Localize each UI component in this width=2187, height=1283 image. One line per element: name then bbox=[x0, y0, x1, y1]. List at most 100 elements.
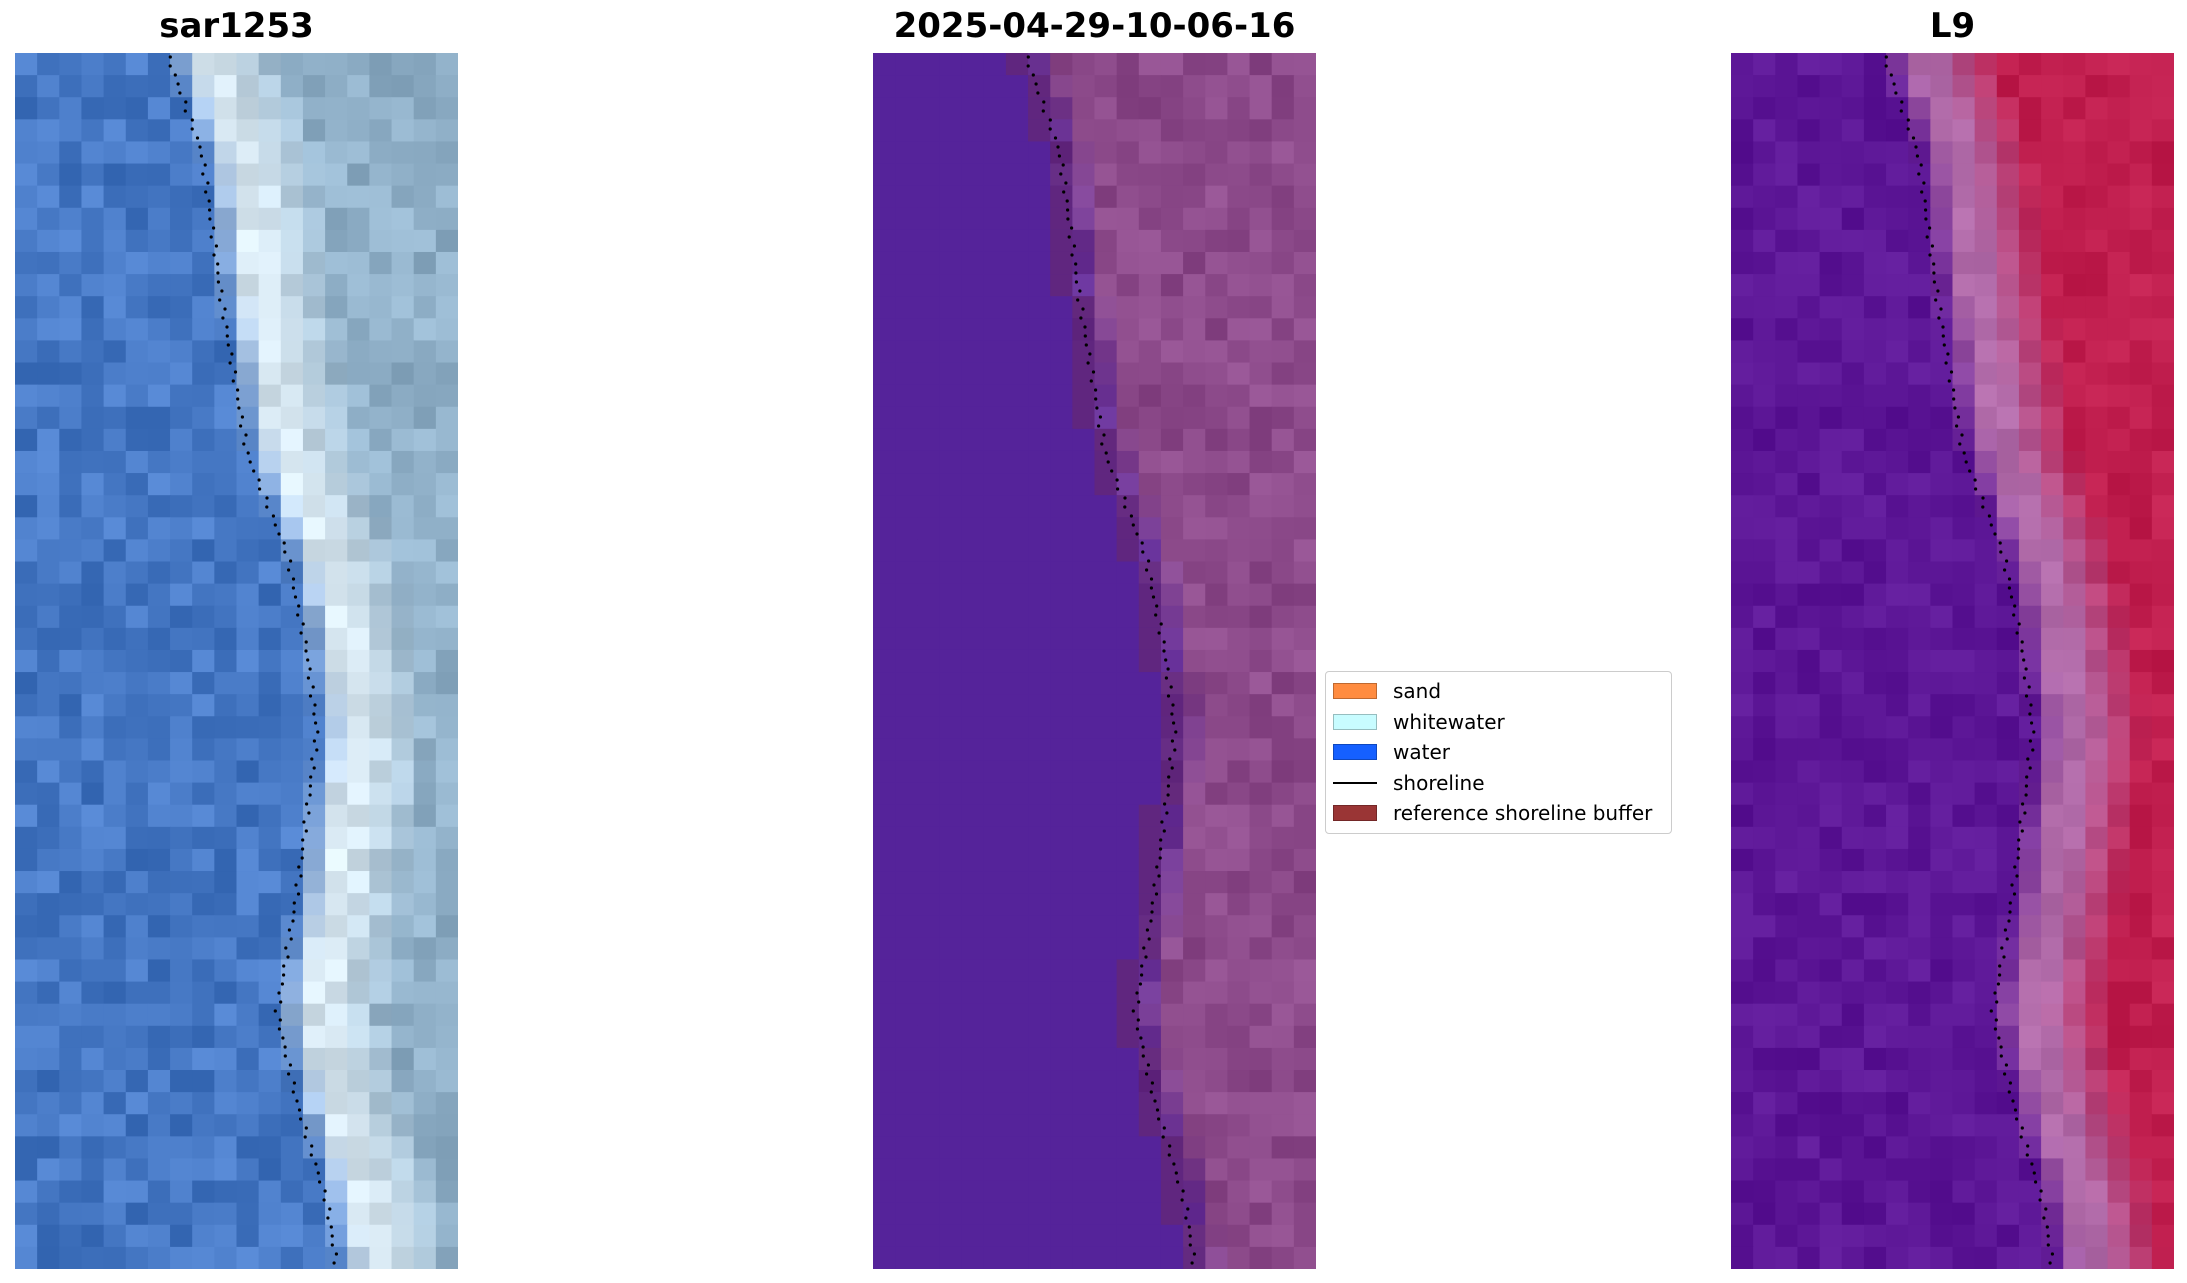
image-pixel bbox=[170, 251, 193, 275]
image-pixel bbox=[961, 1246, 985, 1269]
image-pixel bbox=[1819, 871, 1843, 894]
image-pixel bbox=[1775, 959, 1799, 983]
image-pixel bbox=[1863, 1070, 1887, 1093]
shoreline-point bbox=[308, 784, 312, 788]
image-pixel bbox=[2085, 75, 2109, 98]
image-pixel bbox=[1841, 826, 1865, 850]
image-pixel bbox=[192, 473, 215, 496]
image-pixel bbox=[59, 1224, 83, 1248]
image-pixel bbox=[2063, 848, 2086, 872]
image-pixel bbox=[302, 848, 326, 872]
image-pixel bbox=[1819, 738, 1843, 762]
image-pixel bbox=[2063, 251, 2086, 275]
image-pixel bbox=[961, 716, 985, 739]
image-pixel bbox=[1271, 893, 1295, 916]
image-pixel bbox=[1775, 318, 1799, 342]
shoreline-point bbox=[1129, 514, 1133, 518]
image-pixel bbox=[873, 760, 896, 784]
shoreline-point bbox=[1946, 352, 1950, 356]
image-pixel bbox=[1775, 185, 1799, 209]
image-pixel bbox=[1005, 893, 1029, 916]
image-pixel bbox=[1886, 185, 1909, 209]
image-pixel bbox=[1116, 185, 1140, 209]
image-pixel bbox=[214, 738, 238, 762]
image-pixel bbox=[1138, 1246, 1162, 1269]
image-pixel bbox=[1050, 738, 1073, 762]
image-pixel bbox=[2041, 1202, 2064, 1226]
image-pixel bbox=[147, 716, 171, 739]
image-pixel bbox=[1819, 1224, 1843, 1248]
image-pixel bbox=[1797, 517, 1821, 540]
image-pixel bbox=[435, 229, 458, 253]
shoreline-point bbox=[277, 991, 281, 995]
shoreline-point bbox=[311, 685, 315, 689]
image-pixel bbox=[1775, 1070, 1799, 1093]
shoreline-point bbox=[309, 1153, 313, 1157]
image-pixel bbox=[873, 649, 896, 673]
shoreline-point bbox=[1149, 1090, 1153, 1094]
image-pixel bbox=[2041, 362, 2064, 386]
image-pixel bbox=[214, 473, 238, 496]
image-pixel bbox=[1841, 495, 1865, 518]
image-pixel bbox=[347, 517, 370, 540]
image-pixel bbox=[1249, 1070, 1273, 1093]
shoreline-point bbox=[2025, 1153, 2029, 1157]
image-pixel bbox=[939, 53, 963, 76]
image-pixel bbox=[1249, 163, 1273, 187]
image-pixel bbox=[103, 826, 127, 850]
image-pixel bbox=[214, 848, 238, 872]
image-pixel bbox=[1005, 1025, 1029, 1049]
shoreline-point bbox=[304, 1126, 308, 1130]
image-pixel bbox=[1886, 716, 1909, 739]
image-pixel bbox=[1886, 672, 1909, 695]
image-pixel bbox=[1952, 428, 1976, 452]
image-pixel bbox=[895, 760, 918, 784]
image-pixel bbox=[236, 804, 260, 828]
image-pixel bbox=[1731, 716, 1754, 739]
image-pixel bbox=[2063, 871, 2086, 894]
image-pixel bbox=[1116, 649, 1140, 673]
image-pixel bbox=[147, 539, 171, 563]
image-pixel bbox=[81, 229, 105, 253]
image-pixel bbox=[147, 1158, 171, 1182]
image-pixel bbox=[1271, 848, 1295, 872]
image-pixel bbox=[192, 207, 215, 231]
image-pixel bbox=[192, 362, 215, 386]
image-pixel bbox=[1908, 1025, 1931, 1049]
image-pixel bbox=[1753, 782, 1776, 806]
image-pixel bbox=[2107, 561, 2131, 585]
shoreline-point bbox=[220, 289, 224, 293]
shoreline-point bbox=[1157, 1117, 1161, 1121]
image-pixel bbox=[1775, 1003, 1799, 1027]
image-pixel bbox=[939, 627, 963, 651]
image-pixel bbox=[435, 1180, 458, 1204]
image-pixel bbox=[895, 893, 918, 916]
image-pixel bbox=[1753, 1202, 1776, 1226]
image-pixel bbox=[413, 804, 437, 828]
shoreline-point bbox=[206, 181, 210, 185]
image-pixel bbox=[1731, 1092, 1754, 1115]
shoreline-point bbox=[252, 469, 256, 473]
image-pixel bbox=[1094, 583, 1118, 607]
image-pixel bbox=[2129, 1158, 2153, 1182]
image-pixel bbox=[1908, 937, 1931, 961]
image-pixel bbox=[369, 826, 393, 850]
image-pixel bbox=[280, 848, 304, 872]
shoreline-point bbox=[314, 721, 318, 725]
image-pixel bbox=[2129, 1047, 2153, 1071]
image-pixel bbox=[214, 495, 238, 518]
image-pixel bbox=[1996, 1114, 2020, 1137]
image-pixel bbox=[1863, 561, 1887, 585]
image-pixel bbox=[1094, 141, 1118, 165]
image-pixel bbox=[325, 1092, 348, 1115]
image-pixel bbox=[1952, 97, 1976, 120]
image-pixel bbox=[2107, 1224, 2131, 1248]
image-pixel bbox=[81, 1224, 105, 1248]
image-pixel bbox=[347, 53, 370, 76]
image-pixel bbox=[435, 937, 458, 961]
image-pixel bbox=[147, 826, 171, 850]
image-pixel bbox=[1160, 1070, 1184, 1093]
image-pixel bbox=[413, 981, 437, 1005]
image-pixel bbox=[895, 959, 918, 983]
image-pixel bbox=[1753, 981, 1776, 1005]
